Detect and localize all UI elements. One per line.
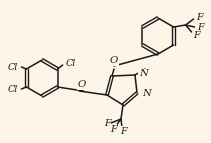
Text: F: F: [197, 12, 203, 21]
Text: F: F: [104, 119, 110, 128]
Text: F: F: [197, 22, 204, 31]
Text: Cl: Cl: [7, 85, 18, 94]
Text: Cl: Cl: [7, 62, 18, 72]
Text: O: O: [110, 56, 118, 65]
Text: N: N: [139, 69, 148, 79]
Text: F: F: [120, 127, 126, 136]
Text: Cl: Cl: [66, 59, 76, 68]
Text: N: N: [142, 89, 151, 98]
Text: O: O: [77, 80, 85, 89]
Text: F: F: [110, 125, 116, 134]
Text: F: F: [193, 30, 200, 39]
